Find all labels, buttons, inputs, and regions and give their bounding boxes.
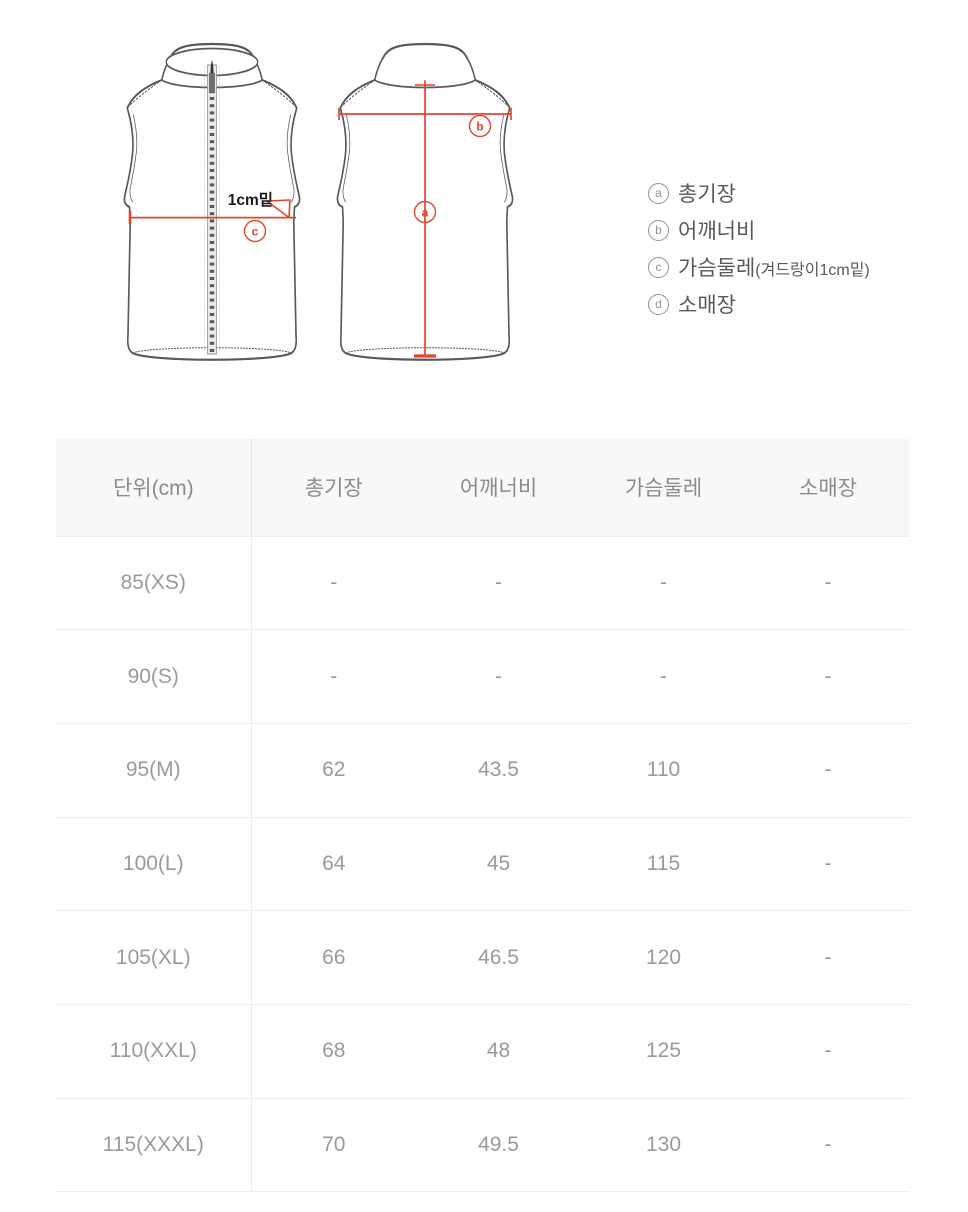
svg-text:a: a [422,206,429,220]
svg-text:1cm밑: 1cm밑 [228,190,273,209]
svg-text:c: c [252,225,259,239]
svg-text:b: b [476,120,483,134]
